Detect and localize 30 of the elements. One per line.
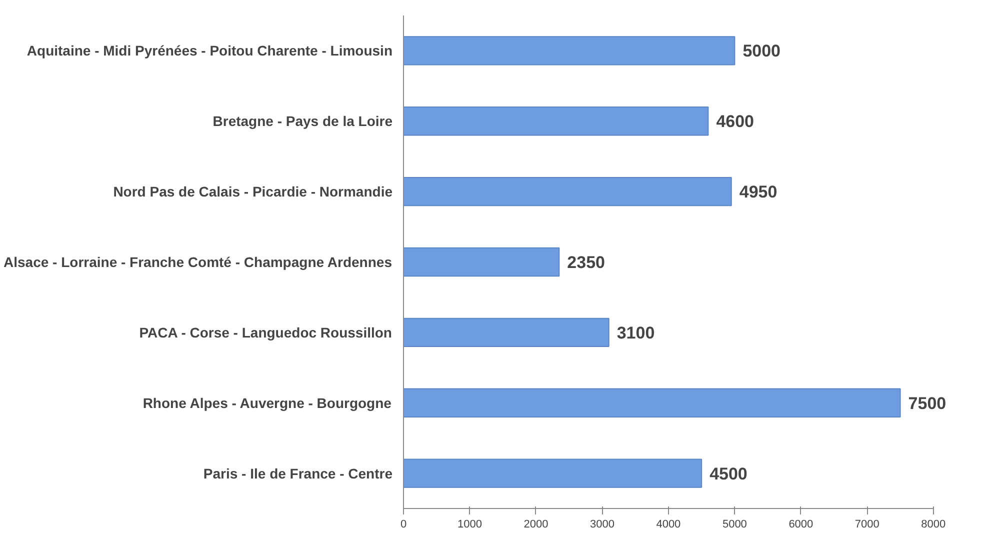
x-tick-label: 3000	[590, 518, 614, 530]
data-label: 5000	[742, 42, 781, 61]
x-tick-label: 4000	[656, 518, 681, 530]
y-tick-label: Bretagne - Pays de la Loire	[212, 113, 393, 130]
y-tick-label: Paris - Ile de France - Centre	[203, 465, 393, 482]
y-tick-label: PACA - Corse - Languedoc Roussillon	[139, 324, 392, 340]
y-tick-label: Aquitaine - Midi Pyrénées - Poitou Charente - Limousin	[26, 42, 392, 59]
x-tick-label: 6000	[788, 518, 814, 530]
x-tick-label: 2000	[524, 518, 548, 530]
y-tick-label: Rhone Alpes - Auvergne - Bourgogne	[142, 394, 392, 411]
data-label: 3100	[616, 323, 655, 342]
bar	[404, 318, 610, 348]
y-tick-label: Alsace - Lorraine - Franche Comté - Champagne Ardennes	[4, 254, 392, 270]
x-tick-label: 5000	[722, 518, 747, 530]
data-label: 7500	[908, 394, 946, 413]
bar	[404, 458, 702, 488]
data-label: 4600	[716, 112, 754, 132]
bar	[404, 247, 560, 277]
bar	[404, 36, 736, 66]
x-tick-label: 8000	[921, 518, 946, 530]
x-tick-label: 1000	[458, 518, 482, 530]
x-tick-label: 7000	[854, 518, 880, 530]
bar	[404, 176, 732, 206]
bar	[404, 106, 709, 136]
y-tick-label: Nord Pas de Calais - Picardie - Normandie	[113, 184, 393, 200]
data-label: 4950	[739, 182, 778, 202]
bar	[404, 388, 901, 418]
data-label: 4500	[710, 464, 748, 484]
data-label: 2350	[567, 253, 605, 272]
x-tick-label: 0	[400, 518, 407, 530]
